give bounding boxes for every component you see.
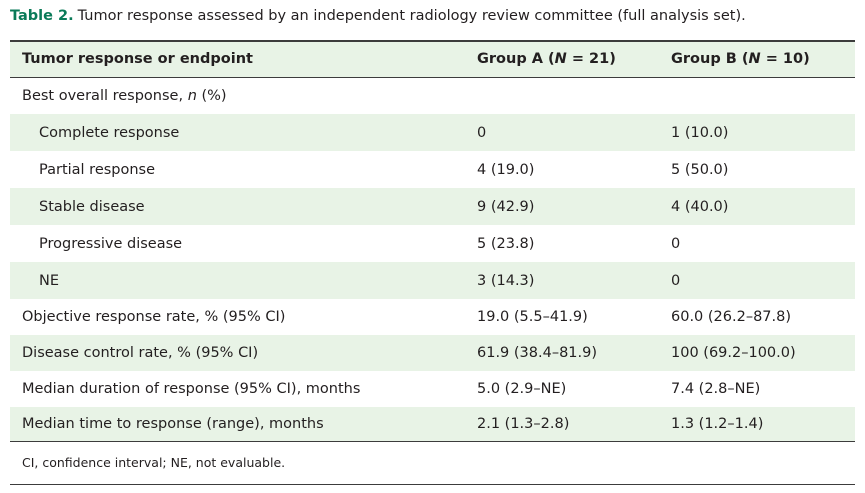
group-b-value: 0	[671, 235, 681, 252]
table-title: Tumor response assessed by an independen…	[77, 8, 746, 24]
group-a-value: 9 (42.9)	[477, 198, 535, 215]
table-caption: Table 2. Tumor response assessed by an in…	[10, 8, 746, 24]
table-header-row: Tumor response or endpoint Group A (N = …	[10, 40, 855, 78]
group-a-value: 5 (23.8)	[477, 235, 535, 252]
row-label: Complete response	[39, 124, 180, 141]
group-a-value: 61.9 (38.4–81.9)	[477, 345, 598, 361]
row-label: Median time to response (range), months	[10, 407, 477, 442]
header-group-a: Group A (N = 21)	[477, 40, 671, 78]
group-a-value: 5.0 (2.9–NE)	[477, 381, 567, 397]
table-row: Best overall response, n (%)	[10, 77, 855, 114]
table-row: Median duration of response (95% CI), mo…	[10, 371, 855, 407]
group-a-value: 0	[477, 124, 487, 141]
row-label: Median duration of response (95% CI), mo…	[22, 381, 361, 397]
group-a-value: 19.0 (5.5–41.9)	[477, 309, 588, 325]
table-row: Objective response rate, % (95% CI) 19.0…	[10, 299, 855, 335]
table-footnote-row: CI, confidence interval; NE, not evaluab…	[10, 441, 855, 485]
table-label: Table 2.	[10, 8, 74, 24]
group-a-value: 4 (19.0)	[477, 161, 535, 178]
table-row: Partial response 4 (19.0) 5 (50.0)	[10, 151, 855, 188]
row-label: Partial response	[39, 161, 156, 178]
group-a-value: 2.1 (1.3–2.8)	[477, 407, 671, 442]
table-row: NE 3 (14.3) 0	[10, 262, 855, 299]
row-label: Best overall response, n (%)	[22, 87, 227, 104]
group-b-value: 60.0 (26.2–87.8)	[671, 309, 792, 325]
table-footnote: CI, confidence interval; NE, not evaluab…	[10, 441, 855, 485]
group-b-value: 7.4 (2.8–NE)	[671, 381, 761, 397]
tumor-response-table: Tumor response or endpoint Group A (N = …	[10, 40, 855, 485]
group-b-value: 100 (69.2–100.0)	[671, 345, 796, 361]
group-b-value: 5 (50.0)	[671, 161, 729, 178]
group-a-value: 3 (14.3)	[477, 272, 535, 289]
table-row: Disease control rate, % (95% CI) 61.9 (3…	[10, 335, 855, 371]
row-label: NE	[39, 272, 60, 289]
row-label: Disease control rate, % (95% CI)	[22, 345, 259, 361]
table-row: Stable disease 9 (42.9) 4 (40.0)	[10, 188, 855, 225]
table-row: Complete response 0 1 (10.0)	[10, 114, 855, 151]
header-endpoint: Tumor response or endpoint	[10, 40, 477, 78]
row-label: Objective response rate, % (95% CI)	[22, 309, 286, 325]
group-b-value: 1.3 (1.2–1.4)	[671, 407, 855, 442]
group-b-value	[671, 77, 855, 114]
group-b-value: 1 (10.0)	[671, 124, 729, 141]
row-label: Progressive disease	[39, 235, 183, 252]
group-b-value: 4 (40.0)	[671, 198, 729, 215]
group-a-value	[477, 77, 671, 114]
header-group-b: Group B (N = 10)	[671, 40, 855, 78]
table-row: Progressive disease 5 (23.8) 0	[10, 225, 855, 262]
row-label: Stable disease	[39, 198, 145, 215]
table-row: Median time to response (range), months …	[10, 407, 855, 442]
group-b-value: 0	[671, 272, 681, 289]
